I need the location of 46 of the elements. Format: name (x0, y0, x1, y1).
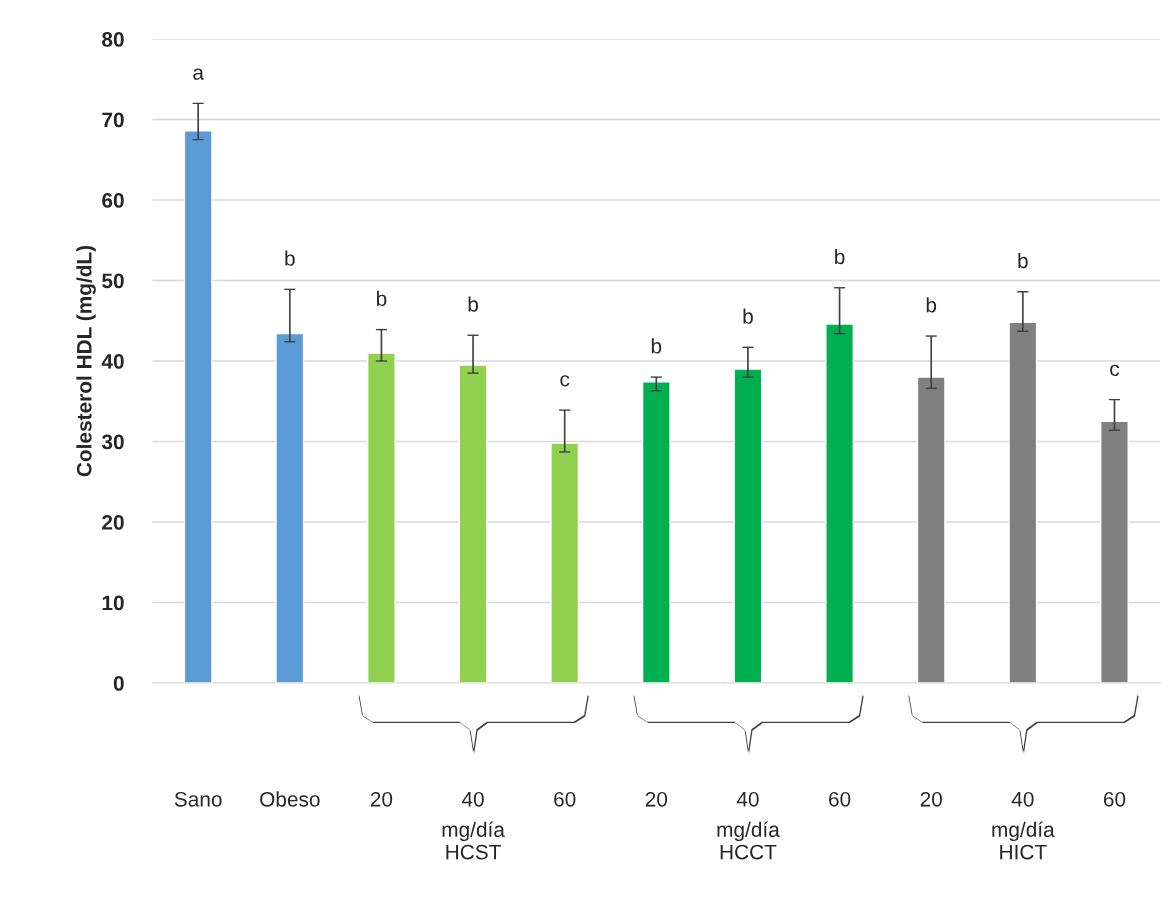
y-tick-label: 80 (102, 32, 124, 47)
annotation: b (926, 297, 937, 313)
x-tick-label: 40 (461, 791, 484, 807)
bar (641, 381, 671, 683)
bar (275, 332, 305, 683)
bar (183, 130, 213, 683)
annotation: c (1110, 364, 1120, 377)
x-tick-label: 60 (1103, 791, 1126, 807)
text: mg/día HCST (442, 821, 505, 860)
text: mg/día HCCT (717, 821, 780, 860)
x-tick-label: 20 (920, 791, 942, 807)
x-tick-label: 20 (645, 791, 668, 807)
annotation: a (193, 68, 204, 80)
x-tick-label: 60 (554, 791, 576, 807)
x-tick-label: Sano (174, 791, 222, 807)
x-tick-label: 40 (1011, 791, 1034, 807)
bar (458, 364, 488, 683)
y-tick-label: 0 (113, 676, 124, 691)
y-tick-label: 20 (102, 515, 124, 530)
annotation: b (651, 338, 662, 354)
y-tick-label: 10 (102, 595, 124, 611)
bar (733, 368, 763, 683)
annotation: b (835, 248, 845, 265)
x-tick-label: Obeso (260, 791, 320, 807)
annotation: b (285, 250, 295, 266)
annotation: b (743, 308, 753, 324)
x-tick-label: 60 (829, 791, 851, 807)
bar (1100, 420, 1129, 683)
y-tick-label: 40 (101, 354, 124, 369)
bar (550, 442, 580, 683)
bar (366, 352, 396, 683)
bar (825, 323, 855, 683)
y-tick-label: 30 (101, 434, 124, 450)
annotation: b (468, 296, 478, 312)
text: mg/día HICT (992, 821, 1055, 860)
y-axis-title: Colesterol HDL (mg/dL) (76, 245, 96, 477)
x-tick-label: 40 (736, 791, 759, 807)
y-tick-label: 50 (102, 273, 124, 289)
y-tick-label: 60 (102, 193, 124, 208)
x-tick-label: 20 (370, 791, 393, 807)
bar (916, 376, 946, 683)
bar (1008, 321, 1038, 683)
annotation: c (560, 375, 570, 387)
annotation: b (1018, 252, 1028, 269)
annotation: b (376, 290, 387, 307)
y-tick-label: 70 (102, 112, 124, 128)
